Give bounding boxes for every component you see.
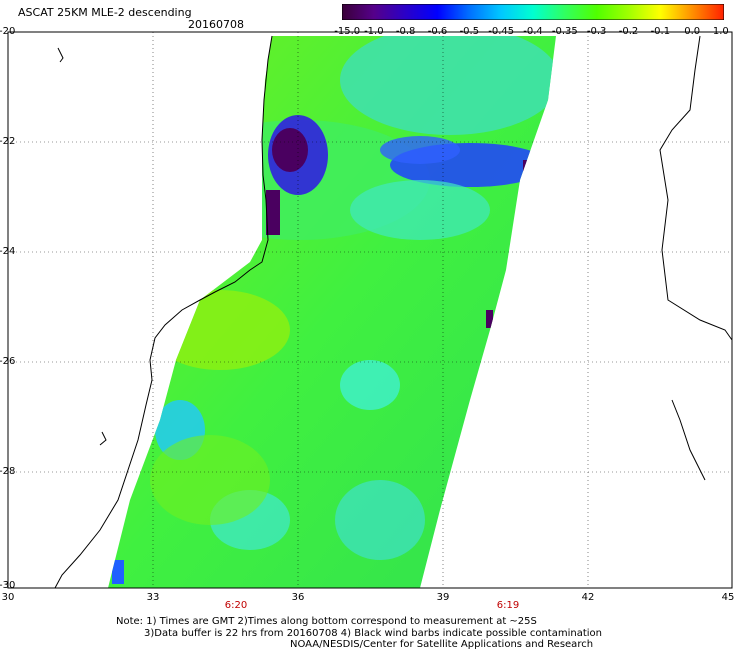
swath-data: [108, 36, 556, 588]
lat-label: -24: [0, 246, 16, 257]
time-label: 6:19: [496, 600, 520, 611]
grid-lines: [8, 32, 732, 588]
colorbar-gradient: [342, 4, 724, 20]
map-date: 20160708: [188, 18, 244, 31]
time-label: 6:20: [224, 600, 248, 611]
note-line: Note: 1) Times are GMT 2)Times along bot…: [116, 616, 537, 627]
lat-label: -30: [0, 580, 16, 591]
credit-line: NOAA/NESDIS/Center for Satellite Applica…: [290, 639, 594, 650]
lon-label: 39: [436, 592, 450, 603]
lat-label: -26: [0, 356, 16, 367]
map-title: ASCAT 25KM MLE-2 descending: [18, 6, 192, 19]
lat-label: -20: [0, 26, 16, 37]
lon-label: 33: [146, 592, 160, 603]
lon-label: 45: [721, 592, 735, 603]
map-frame: [7, 31, 733, 589]
lat-label: -22: [0, 136, 16, 147]
note-line: 3)Data buffer is 22 hrs from 20160708 4)…: [144, 628, 602, 639]
colorbar: [342, 4, 724, 20]
lon-label: 36: [291, 592, 305, 603]
coastline: [54, 35, 733, 589]
lon-label: 42: [581, 592, 595, 603]
lat-label: -28: [0, 466, 16, 477]
lon-label: 30: [1, 592, 15, 603]
